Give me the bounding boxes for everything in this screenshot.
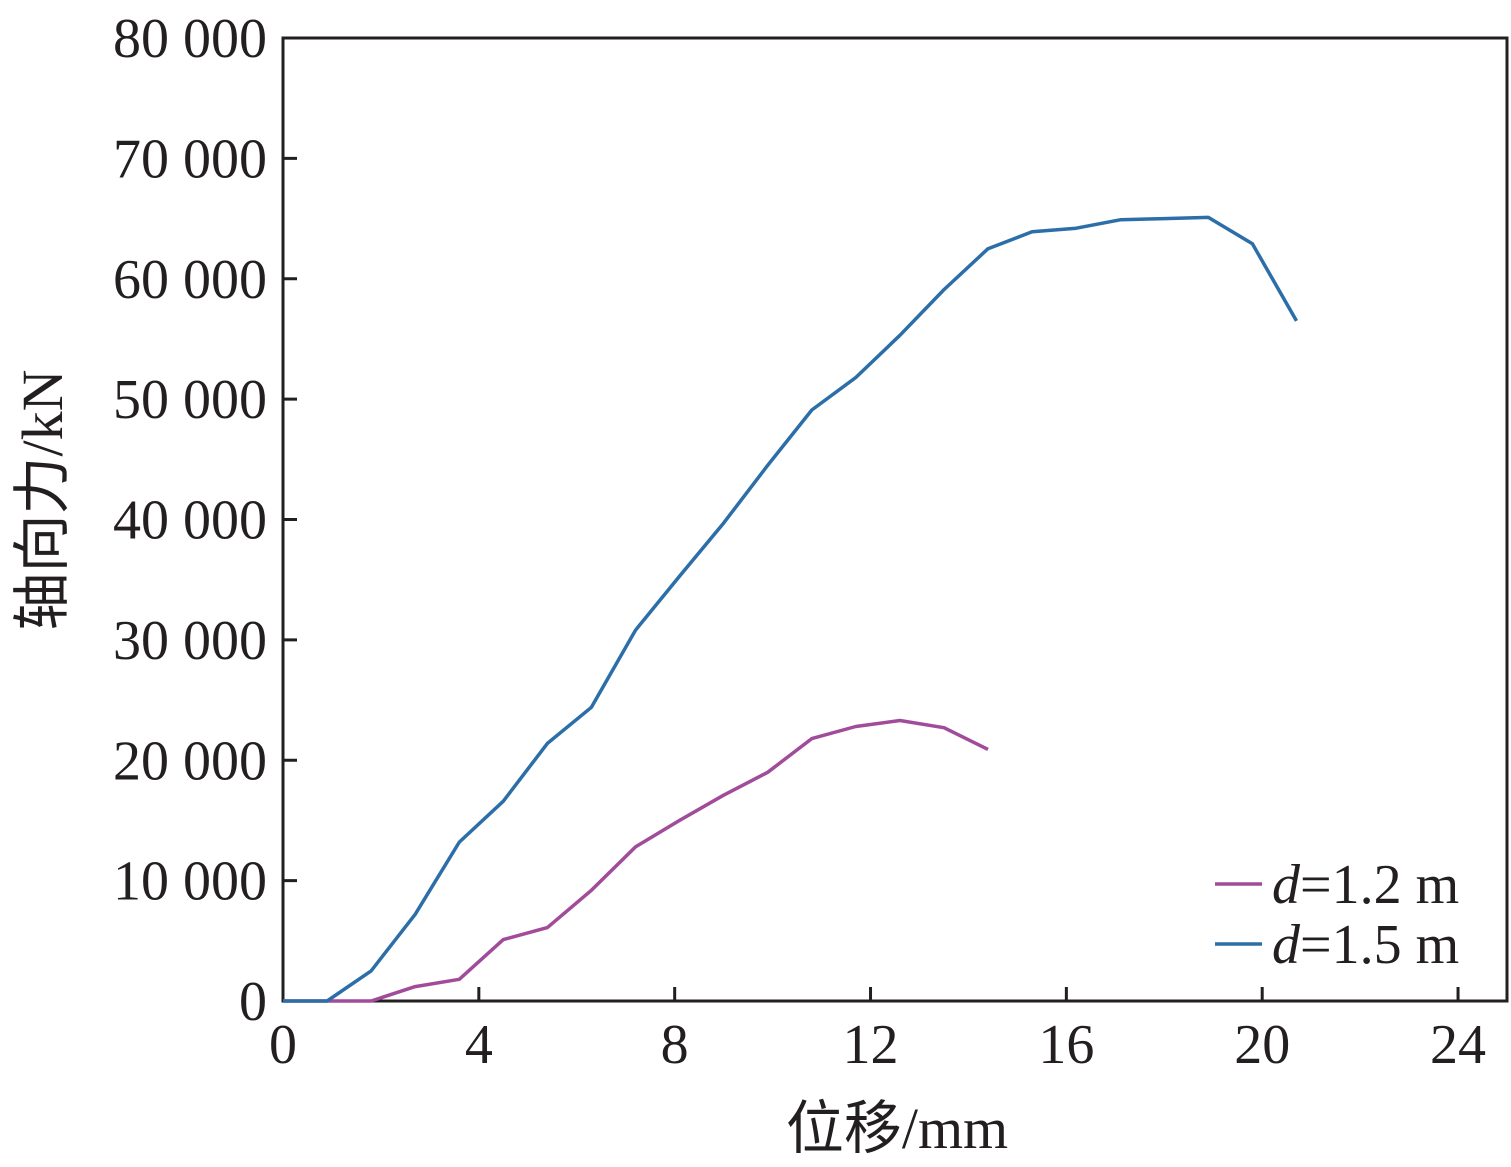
x-tick-label: 0 [269, 1014, 297, 1076]
x-axis-title: 位移/mm [786, 1096, 1008, 1161]
y-tick-label: 0 [239, 971, 267, 1033]
legend-label-2: d=1.5 m [1272, 914, 1459, 976]
y-tick-label: 70 000 [113, 128, 267, 190]
y-axis-title: 轴向力/kN [10, 369, 75, 630]
y-tick-label: 20 000 [113, 730, 267, 792]
x-tick-label: 20 [1234, 1014, 1290, 1076]
x-tick-label: 4 [465, 1014, 493, 1076]
x-tick-label: 8 [661, 1014, 689, 1076]
x-tick-label: 12 [843, 1014, 899, 1076]
y-tick-label: 50 000 [113, 369, 267, 431]
y-tick-label: 10 000 [113, 851, 267, 913]
y-tick-label: 30 000 [113, 610, 267, 672]
y-tick-label: 60 000 [113, 249, 267, 311]
legend: d=1.2 md=1.5 m [1215, 854, 1459, 976]
x-tick-label: 24 [1430, 1014, 1486, 1076]
y-tick-label: 80 000 [113, 8, 267, 70]
y-tick-label: 40 000 [113, 490, 267, 552]
x-tick-label: 16 [1038, 1014, 1094, 1076]
series-line-1 [283, 718, 989, 1003]
legend-label-1: d=1.2 m [1272, 854, 1459, 916]
series-line-2 [283, 215, 1299, 1003]
